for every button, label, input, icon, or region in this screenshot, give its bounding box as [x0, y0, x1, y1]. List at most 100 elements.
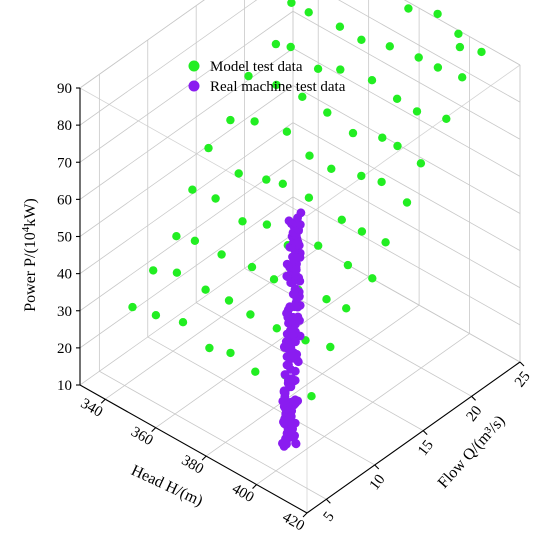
x-axis-label-unit: /(m)	[173, 483, 205, 510]
grid-line-left-wall	[79, 85, 294, 237]
grid-line-floor	[104, 247, 319, 400]
y-tick-label: 25	[512, 369, 534, 391]
real-machine-point	[289, 396, 299, 406]
model-point	[205, 343, 214, 353]
model-point	[414, 53, 423, 62]
model-point	[385, 42, 394, 51]
axes	[76, 87, 525, 518]
x-tick-label: 380	[179, 452, 206, 477]
x-axis-line	[79, 384, 308, 514]
grid-line-right-wall	[292, 159, 521, 289]
series-real-machine-test-data	[278, 208, 306, 451]
model-point	[304, 193, 314, 202]
y-tick-mark	[325, 498, 331, 504]
model-point	[149, 266, 158, 275]
real-machine-point	[280, 370, 290, 379]
model-point	[402, 198, 412, 207]
y-tick-label: 20	[464, 403, 486, 425]
grid-line-floor	[147, 336, 375, 466]
z-tick-label: 10	[57, 378, 72, 394]
model-point	[477, 47, 486, 57]
x-tick-mark	[100, 398, 106, 404]
model-point	[327, 164, 336, 173]
z-tick-label: 60	[57, 192, 72, 208]
model-point	[224, 296, 234, 305]
grid-line-left-wall	[79, 233, 294, 386]
model-point	[342, 304, 351, 313]
legend-marker-model	[188, 60, 200, 72]
model-point	[377, 177, 386, 187]
real-machine-point	[291, 265, 301, 275]
grid-line-floor	[99, 370, 327, 500]
model-point	[442, 114, 451, 124]
model-point	[304, 8, 313, 17]
model-point	[305, 151, 314, 160]
z-tick-label: 70	[57, 155, 72, 171]
model-point	[381, 238, 390, 247]
y-tick-mark	[422, 430, 428, 436]
model-point	[151, 311, 161, 320]
real-machine-point	[283, 339, 293, 349]
model-point	[326, 342, 335, 352]
model-point	[282, 127, 292, 136]
model-point	[188, 185, 197, 194]
real-machine-point	[280, 386, 290, 396]
grid-line-right-wall	[338, 0, 521, 103]
model-point	[128, 302, 137, 312]
legend: Model test data Real machine test data	[188, 59, 346, 95]
x-tick-mark	[201, 455, 207, 461]
model-point	[190, 236, 200, 245]
model-point	[367, 76, 377, 85]
model-point	[404, 4, 413, 13]
z-tick-label: 40	[57, 267, 72, 283]
real-machine-point	[286, 412, 296, 421]
real-machine-point	[289, 252, 299, 261]
model-point	[313, 64, 323, 74]
legend-label-real: Real machine test data	[210, 79, 346, 95]
model-point	[336, 65, 345, 74]
model-point	[278, 179, 287, 188]
model-point	[172, 268, 182, 277]
real-machine-point	[282, 360, 292, 370]
z-axis-label-suffix: kW)	[22, 198, 39, 226]
legend-marker-real	[188, 80, 200, 92]
z-tick-label: 90	[57, 81, 72, 97]
grid-line-left-wall	[79, 10, 294, 163]
model-point	[250, 117, 259, 126]
model-point	[286, 42, 295, 52]
model-point	[226, 348, 235, 358]
model-point	[357, 35, 366, 44]
model-point	[172, 232, 181, 241]
grid-line-right-wall	[403, 0, 521, 66]
real-machine-point	[285, 302, 295, 312]
model-point	[433, 63, 443, 72]
model-point	[262, 220, 272, 229]
legend-label-model: Model test data	[210, 59, 303, 75]
model-point	[433, 9, 442, 19]
grid-line-right-wall	[292, 122, 521, 251]
real-machine-point	[284, 216, 294, 226]
model-point	[226, 115, 235, 125]
y-tick-mark	[471, 395, 476, 401]
series-model-test-data	[128, 0, 486, 401]
grid-line-left-wall	[79, 159, 294, 312]
model-point	[272, 324, 281, 333]
model-point	[348, 128, 358, 138]
x-tick-mark	[302, 512, 308, 518]
grid-line-floor	[292, 233, 521, 363]
model-point	[298, 92, 307, 102]
grid-line-floor	[195, 302, 424, 431]
y-tick-mark	[374, 464, 380, 470]
grid-line-right-wall	[292, 10, 521, 140]
y-tick-label: 10	[367, 472, 389, 494]
model-point	[412, 107, 422, 116]
grid-line-left-wall	[79, 48, 294, 200]
real-machine-point	[293, 237, 303, 247]
model-point	[271, 39, 281, 49]
model-point	[201, 285, 210, 294]
frame-edge	[306, 64, 521, 217]
z-tick-label: 50	[57, 230, 72, 246]
model-point	[455, 42, 465, 52]
model-point	[357, 171, 366, 181]
y-tick-mark	[519, 361, 525, 367]
